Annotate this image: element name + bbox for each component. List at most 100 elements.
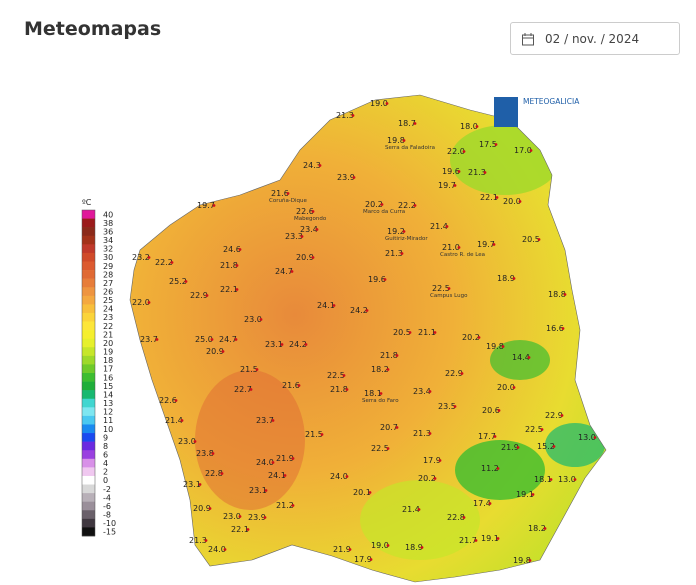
legend-label: 11 bbox=[103, 416, 113, 425]
station-dot bbox=[428, 432, 432, 435]
legend-swatch bbox=[82, 287, 95, 297]
legend-label: 21 bbox=[103, 330, 113, 339]
station-dot bbox=[320, 433, 324, 436]
station-dot bbox=[543, 527, 547, 530]
legend-label: -15 bbox=[103, 528, 116, 537]
station-value: 21.4 bbox=[430, 222, 448, 231]
station-dot bbox=[483, 171, 487, 174]
legend-swatch bbox=[82, 355, 95, 365]
station-value: 20.0 bbox=[503, 197, 521, 206]
legend-swatch bbox=[82, 390, 95, 400]
station-name: Castro R. de Lea bbox=[440, 252, 485, 258]
station-dot bbox=[234, 338, 238, 341]
station-dot bbox=[462, 150, 466, 153]
legend-unit: ºC bbox=[82, 198, 92, 207]
station-dot bbox=[255, 368, 259, 371]
station-dot bbox=[495, 196, 499, 199]
station-dot bbox=[433, 477, 437, 480]
station-value: 22.5 bbox=[371, 444, 389, 453]
legend-label: 9 bbox=[103, 433, 108, 442]
station-dot bbox=[561, 327, 565, 330]
station-dot bbox=[238, 515, 242, 518]
station-value: 20.5 bbox=[522, 235, 540, 244]
legend-label: 22 bbox=[103, 322, 113, 331]
station-dot bbox=[311, 210, 315, 213]
station-value: 20.2 bbox=[365, 200, 383, 209]
legend-label: 34 bbox=[103, 236, 113, 245]
station-value: 20.9 bbox=[296, 253, 314, 262]
station-name: Guitiriz-Mirador bbox=[385, 236, 428, 242]
legend-label: 25 bbox=[103, 296, 113, 305]
station-value: 20.7 bbox=[380, 423, 398, 432]
station-name: Serra da Faladoira bbox=[385, 145, 435, 151]
station-value: 19.7 bbox=[197, 201, 215, 210]
station-dot bbox=[174, 399, 178, 402]
station-dot bbox=[290, 270, 294, 273]
station-value: 18.1 bbox=[364, 389, 382, 398]
legend-swatch bbox=[82, 364, 95, 374]
station-value: 18.9 bbox=[405, 543, 423, 552]
station-value: 21.9 bbox=[333, 545, 351, 554]
terrain bbox=[130, 95, 606, 582]
station-dot bbox=[147, 301, 151, 304]
station-dot bbox=[383, 278, 387, 281]
station-value: 21.3 bbox=[385, 249, 403, 258]
station-value: 23.0 bbox=[244, 315, 262, 324]
station-dot bbox=[395, 354, 399, 357]
station-dot bbox=[280, 343, 284, 346]
legend-label: 26 bbox=[103, 288, 113, 297]
station-dot bbox=[221, 350, 225, 353]
legend-frame bbox=[81, 209, 96, 537]
station-value: 11.2 bbox=[481, 464, 499, 473]
station-dot bbox=[496, 537, 500, 540]
station-dot bbox=[386, 544, 390, 547]
station-dot bbox=[527, 356, 531, 359]
legend-label: 14 bbox=[103, 390, 113, 399]
legend-swatch bbox=[82, 475, 95, 485]
station-value: 22.7 bbox=[234, 385, 252, 394]
station-value: 22.6 bbox=[159, 396, 177, 405]
legend-swatch bbox=[82, 381, 95, 391]
legend-label: 16 bbox=[103, 373, 113, 382]
legend-swatch bbox=[82, 261, 95, 271]
legend-label: 18 bbox=[103, 356, 113, 365]
station-value: 23.4 bbox=[413, 387, 431, 396]
station-value: 24.0 bbox=[330, 472, 348, 481]
station-dot bbox=[493, 435, 497, 438]
station-dot bbox=[529, 149, 533, 152]
station-value: 24.3 bbox=[303, 161, 321, 170]
station-value: 19.8 bbox=[387, 136, 405, 145]
station-dot bbox=[368, 491, 372, 494]
legend-label: 29 bbox=[103, 262, 113, 271]
legend-label: 6 bbox=[103, 451, 108, 460]
station-value: 24.7 bbox=[275, 267, 293, 276]
station-value: 20.0 bbox=[497, 383, 515, 392]
station-value: 23.0 bbox=[223, 512, 241, 521]
station-value: 20.6 bbox=[482, 406, 500, 415]
station-value: 24.1 bbox=[317, 301, 335, 310]
station-dot bbox=[246, 528, 250, 531]
station-value: 22.5 bbox=[525, 425, 543, 434]
legend-label: 40 bbox=[103, 210, 113, 219]
station-dot bbox=[395, 426, 399, 429]
legend-swatch bbox=[82, 424, 95, 434]
date-picker[interactable]: 02 / nov. / 2024 bbox=[510, 22, 680, 55]
legend-swatch bbox=[82, 467, 95, 477]
station-dot bbox=[291, 504, 295, 507]
station-dot bbox=[474, 539, 478, 542]
station-value: 19.2 bbox=[387, 227, 405, 236]
station-dot bbox=[220, 472, 224, 475]
station-value: 13.0 bbox=[558, 475, 576, 484]
legend-label: 38 bbox=[103, 219, 113, 228]
station-value: 21.8 bbox=[220, 261, 238, 270]
legend-label: 10 bbox=[103, 425, 113, 434]
station-value: 17.9 bbox=[423, 456, 441, 465]
station-dot bbox=[332, 304, 336, 307]
station-value: 22.5 bbox=[327, 371, 345, 380]
station-dot bbox=[386, 447, 390, 450]
station-value: 17.0 bbox=[514, 146, 532, 155]
legend-label: -10 bbox=[103, 519, 116, 528]
station-value: 17.9 bbox=[354, 555, 372, 564]
station-value: 21.8 bbox=[380, 351, 398, 360]
